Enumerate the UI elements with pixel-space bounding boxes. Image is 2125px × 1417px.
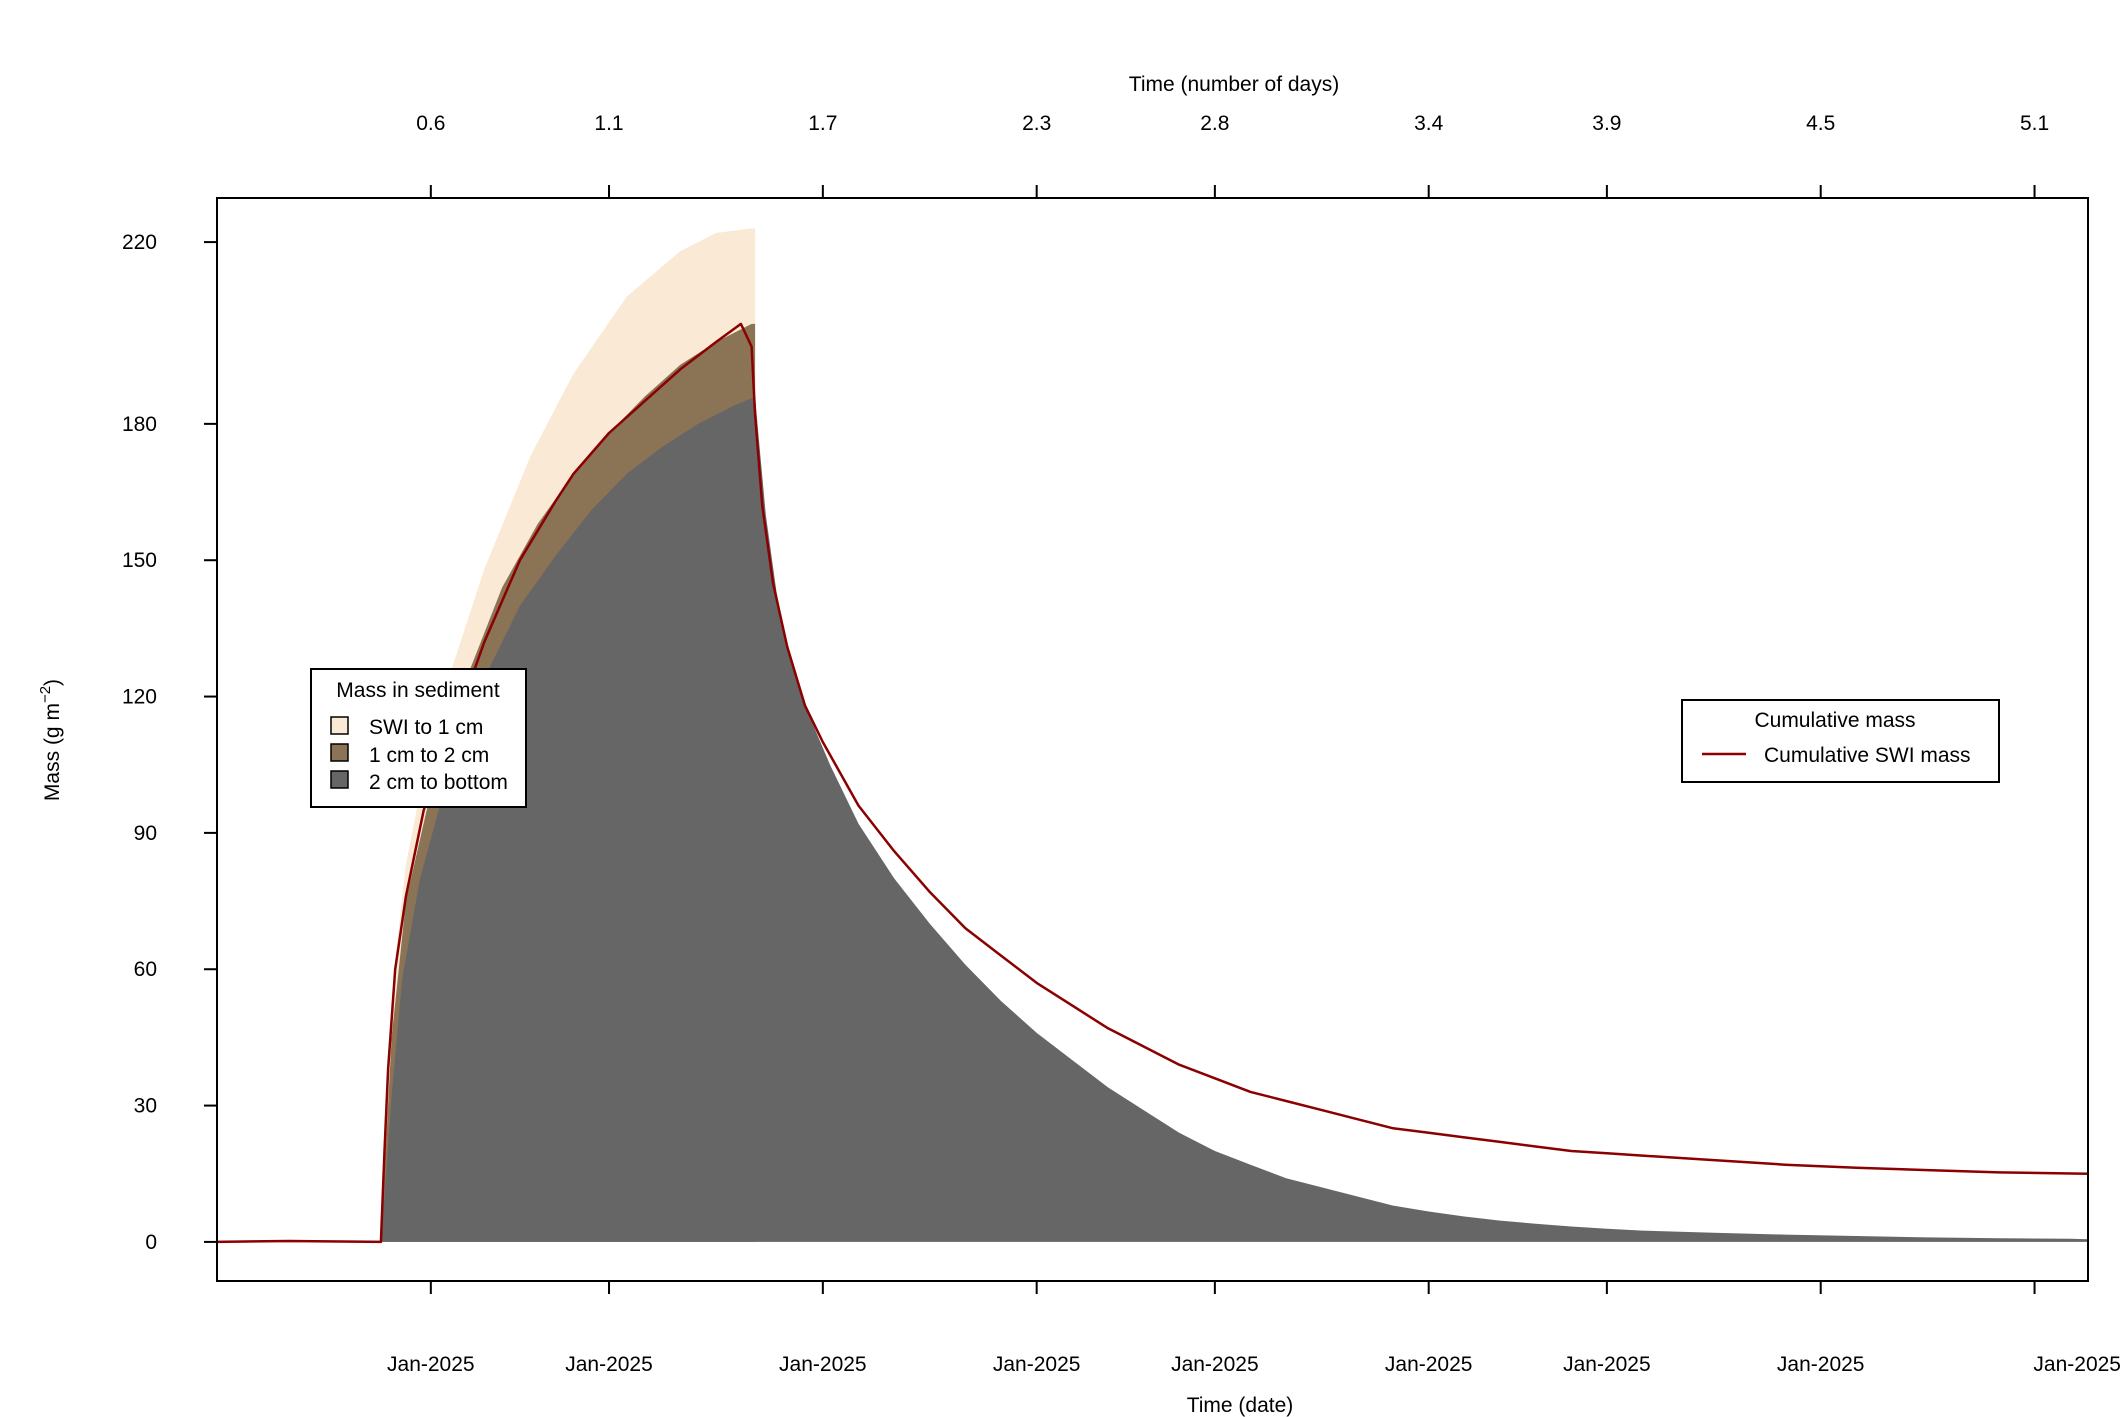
- bottom-x-tick-label: Jan-2025: [1385, 1353, 1473, 1376]
- y-tick-label: 220: [122, 231, 157, 254]
- legend-mass-in-sediment: Mass in sediment SWI to 1 cm 1 cm to 2 c…: [310, 668, 527, 808]
- y-axis: 0 30 60 90 120 150 180 220: [122, 231, 217, 1254]
- top-x-tick-label: 3.4: [1414, 112, 1444, 135]
- legend-label-swi-to-1cm: SWI to 1 cm: [369, 716, 483, 739]
- y-tick-label: 60: [134, 958, 157, 981]
- y-tick-label: 120: [122, 686, 157, 709]
- legend-label-1cm-to-2cm: 1 cm to 2 cm: [369, 744, 489, 767]
- plot-frame: [216, 197, 2089, 1282]
- bottom-x-axis-title: Time (date): [1187, 1394, 1294, 1417]
- bottom-x-tick-label: Jan-2025: [1171, 1353, 1259, 1376]
- bottom-x-tick-label: Jan-2025: [387, 1353, 475, 1376]
- top-x-tick-label: 1.1: [594, 112, 623, 135]
- y-tick-label: 30: [134, 1095, 157, 1118]
- bottom-x-tick-label: Jan-2025: [993, 1353, 1081, 1376]
- stacked-area-layer: [380, 228, 2088, 1242]
- top-x-axis-title: Time (number of days): [1129, 73, 1339, 96]
- y-tick-label: 0: [145, 1231, 157, 1254]
- top-x-tick-label: 4.5: [1806, 112, 1835, 135]
- y-axis-title-main: Mass (g m: [41, 703, 64, 801]
- legend-swatch-1cm-to-2cm: [330, 743, 349, 762]
- bottom-x-tick-label: Jan-2025: [1563, 1353, 1651, 1376]
- bottom-x-tick-label: Jan-2025: [779, 1353, 867, 1376]
- bottom-x-tick-label: Jan-2025: [1777, 1353, 1865, 1376]
- legend-right-title: Cumulative mass: [1754, 709, 1915, 732]
- legend-left-title: Mass in sediment: [336, 679, 500, 702]
- top-x-tick-label: 2.3: [1022, 112, 1051, 135]
- top-x-tick-label: 5.1: [2020, 112, 2049, 135]
- legend-swatch-swi-to-1cm: [330, 716, 349, 735]
- legend-label-cumulative-swi-mass: Cumulative SWI mass: [1764, 744, 1971, 767]
- y-tick-label: 150: [122, 549, 157, 572]
- line-series-0: [216, 322, 2089, 1244]
- y-axis-title: Mass (g m−2): [37, 679, 64, 801]
- line-layer: [216, 322, 2089, 1244]
- legend-right-box: [1681, 699, 2000, 783]
- y-axis-title-superscript: −2: [37, 686, 54, 703]
- bottom-x-axis: Jan-2025 Jan-2025 Jan-2025 Jan-2025 Jan-2025…: [387, 1281, 2121, 1376]
- legend-cumulative-mass: Cumulative mass Cumulative SWI mass: [1681, 699, 2000, 783]
- legend-label-2cm-to-bottom: 2 cm to bottom: [369, 771, 508, 794]
- top-x-tick-label: 1.7: [808, 112, 837, 135]
- y-tick-label: 90: [134, 822, 157, 845]
- bottom-x-tick-label: Jan-2025: [2033, 1353, 2121, 1376]
- y-tick-label: 180: [122, 413, 157, 436]
- top-x-tick-label: 0.6: [416, 112, 445, 135]
- top-x-tick-label: 2.8: [1200, 112, 1229, 135]
- y-axis-title-close: ): [41, 679, 64, 686]
- legend-swatch-2cm-to-bottom: [330, 770, 349, 789]
- area-series-2: [380, 396, 2088, 1242]
- bottom-x-tick-label: Jan-2025: [565, 1353, 653, 1376]
- top-x-axis: 0.6 1.1 1.7 2.3 2.8 3.4 3.9 4.5 5.1: [416, 112, 2049, 198]
- top-x-tick-label: 3.9: [1592, 112, 1621, 135]
